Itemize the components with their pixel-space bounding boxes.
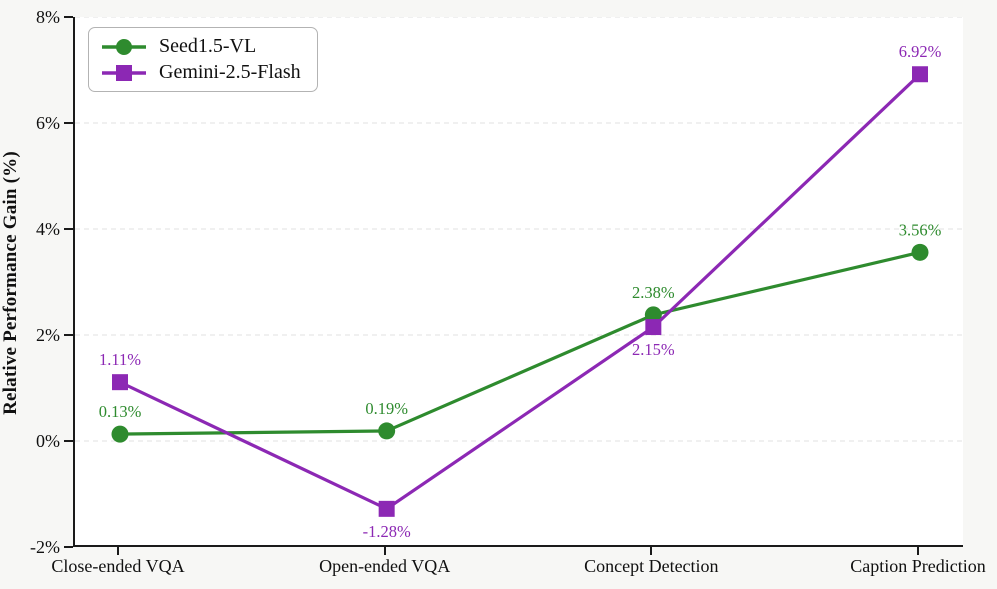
data-label: 2.15%	[632, 340, 675, 359]
legend-label-gemini: Gemini-2.5-Flash	[159, 61, 301, 83]
series-1-marker	[112, 374, 128, 391]
series-1-marker	[912, 66, 928, 83]
legend-swatch-circle-icon	[102, 38, 146, 55]
series-line-1	[118, 72, 922, 511]
series-0-marker	[378, 422, 396, 440]
x-tick-label: Caption Prediction	[850, 556, 986, 576]
y-tick-label: 0%	[36, 431, 60, 451]
series-1-marker	[378, 500, 395, 517]
plot-canvas: 0.13% 0.19% 2.38% 3.56% 1.11% -1.28% 2.15% 6.92…	[75, 17, 963, 541]
x-tick-label: Close-ended VQA	[51, 556, 185, 576]
y-tick-mark	[64, 440, 73, 442]
y-tick-label: 8%	[36, 7, 60, 27]
data-label: 6.92%	[899, 42, 942, 61]
legend-label-seed: Seed1.5-VL	[159, 35, 257, 57]
data-label: 0.13%	[99, 402, 142, 421]
legend: Seed1.5-VL Gemini-2.5-Flash	[88, 27, 318, 92]
x-tick-mark	[917, 547, 919, 555]
x-tick-mark	[650, 547, 653, 555]
legend-item-seed: Seed1.5-VL	[101, 35, 301, 58]
legend-item-gemini: Gemini-2.5-Flash	[101, 61, 301, 84]
plot-area: 0.13% 0.19% 2.38% 3.56% 1.11% -1.28% 2.15% 6.92…	[73, 17, 963, 547]
y-axis-title: Relative Performance Gain (%)	[0, 151, 21, 415]
y-tick-mark	[64, 16, 73, 18]
data-label: 3.56%	[899, 220, 942, 239]
y-tick-label: -2%	[30, 537, 60, 557]
series-0-marker	[911, 243, 929, 261]
y-tick-mark	[64, 122, 73, 124]
data-label: 0.19%	[365, 399, 408, 418]
x-tick-mark	[117, 547, 119, 555]
y-tick-label: 2%	[36, 325, 60, 345]
y-tick-mark	[64, 546, 73, 548]
legend-swatch-square-icon	[102, 64, 146, 81]
y-tick-mark	[64, 334, 73, 336]
series-0-marker	[111, 425, 129, 443]
x-tick-mark	[383, 547, 386, 555]
data-label: 2.38%	[632, 283, 675, 302]
y-tick-label: 4%	[36, 219, 60, 239]
y-tick-mark	[64, 228, 73, 230]
y-tick-label: 6%	[36, 113, 60, 133]
data-label: 1.11%	[99, 350, 141, 369]
x-tick-label: Concept Detection	[584, 556, 719, 576]
series-line-0	[118, 250, 922, 436]
x-tick-label: Open-ended VQA	[319, 556, 451, 576]
series-1-marker	[645, 319, 662, 336]
data-label: -1.28%	[363, 522, 411, 541]
